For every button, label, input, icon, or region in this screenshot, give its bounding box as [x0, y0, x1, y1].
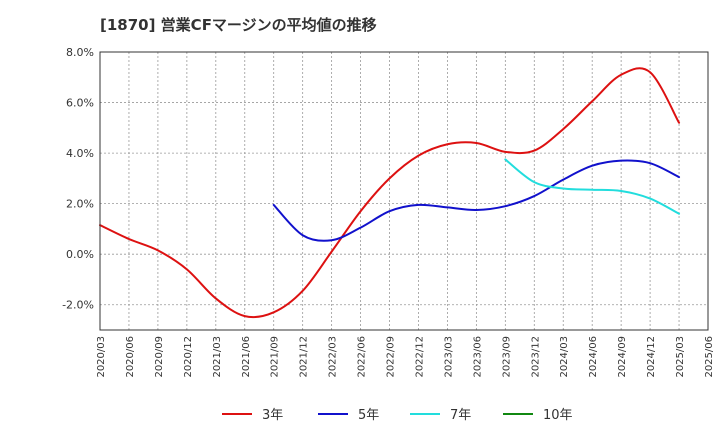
x-tick-label: 2023/09: [501, 336, 512, 378]
series-line-3: [504, 158, 681, 215]
y-axis: 8.0% 6.0% 4.0% 2.0% 0.0% -2.0%: [62, 46, 94, 312]
x-tick-label: 2022/09: [386, 336, 397, 378]
x-tick-label: 2020/03: [96, 336, 107, 378]
legend: 3年 5年 7年 10年: [222, 408, 573, 423]
y-tick-label: 2.0%: [66, 198, 94, 211]
chart-title: [1870] 営業CFマージンの平均値の推移: [100, 16, 377, 34]
x-tick-label: 2023/12: [530, 336, 541, 378]
x-tick-label: 2020/12: [183, 336, 194, 378]
x-tick-label: 2021/03: [212, 336, 223, 378]
x-tick-label: 2023/06: [472, 336, 483, 378]
x-tick-label: 2025/03: [675, 336, 686, 378]
legend-label-4: 10年: [543, 408, 573, 423]
x-tick-label: 2025/06: [704, 336, 715, 378]
x-tick-label: 2022/12: [414, 336, 425, 378]
x-tick-label: 2022/03: [328, 336, 339, 378]
y-tick-label: 4.0%: [66, 147, 94, 160]
y-tick-label: 8.0%: [66, 46, 94, 59]
y-tick-label: -2.0%: [62, 299, 94, 312]
x-tick-label: 2023/03: [443, 336, 454, 378]
x-tick-label: 2024/09: [617, 336, 628, 378]
x-tick-label: 2021/06: [241, 336, 252, 378]
legend-label-2: 5年: [358, 408, 379, 423]
x-axis: 2020/03 2020/06 2020/09 2020/12 2021/03 2021/…: [96, 336, 715, 378]
y-tick-label: 6.0%: [66, 97, 94, 110]
x-tick-label: 2022/06: [357, 336, 368, 378]
legend-label-1: 3年: [262, 408, 283, 423]
series-line-2: [272, 159, 681, 242]
x-tick-label: 2020/09: [154, 336, 165, 378]
grid-layer: [100, 52, 708, 330]
x-tick-label: 2024/12: [646, 336, 657, 378]
x-tick-label: 2020/06: [125, 336, 136, 378]
x-tick-label: 2021/09: [270, 336, 281, 378]
y-tick-label: 0.0%: [66, 248, 94, 261]
plot-area-border: [99, 51, 709, 331]
series-layer: [99, 67, 681, 319]
series-line-1: [99, 67, 681, 319]
legend-label-3: 7年: [450, 408, 471, 423]
x-tick-label: 2021/12: [299, 336, 310, 378]
x-tick-label: 2024/03: [559, 336, 570, 378]
x-tick-label: 2024/06: [588, 336, 599, 378]
